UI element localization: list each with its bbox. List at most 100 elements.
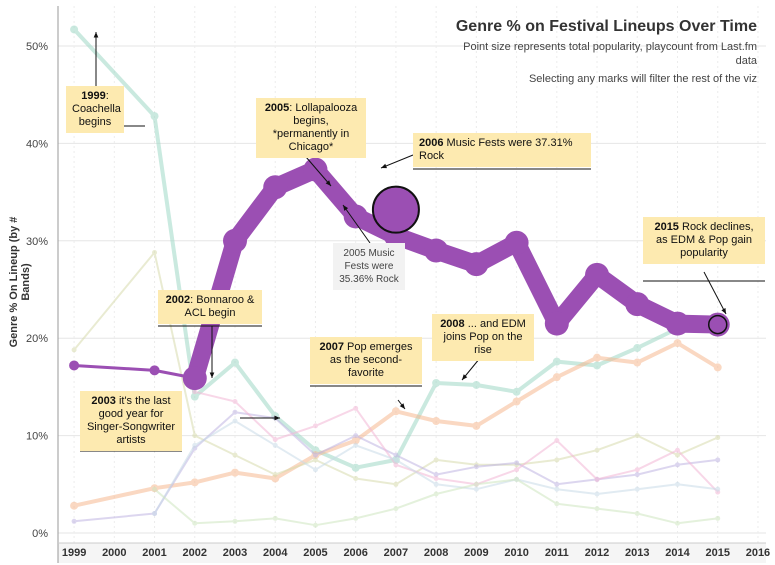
series-point (634, 486, 640, 492)
chart-title: Genre % on Festival Lineups Over Time (455, 18, 757, 35)
series-point (192, 520, 198, 526)
annotation-2007[interactable]: 2007 Pop emerges as the second-favorite (310, 337, 422, 384)
x-axis-band (58, 543, 766, 563)
series-point (554, 457, 560, 463)
leader-arrowhead (93, 32, 99, 38)
series-point (312, 423, 318, 429)
series-point (433, 481, 439, 487)
leader-arrowhead (274, 415, 280, 421)
annotation-2002[interactable]: 2002: Bonnaroo & ACL begin (158, 290, 262, 324)
leader-line (703, 271, 727, 315)
series-point (432, 379, 441, 388)
series-point (192, 433, 198, 439)
series-point (353, 475, 359, 481)
series-point (190, 392, 199, 401)
y-tick-label: 50% (26, 41, 48, 53)
series-point (232, 409, 238, 415)
series-point (433, 472, 439, 478)
series-point (472, 380, 481, 389)
series-point (552, 373, 561, 382)
series-point (353, 442, 359, 448)
series-point (192, 389, 198, 395)
series-point (351, 436, 360, 445)
x-tick-label: 2012 (585, 547, 609, 559)
axes: 0% 10% 20% 30% 40% 50% 1999 2000 2001 2002 2003 200… (26, 6, 770, 563)
leader-arrowhead (209, 372, 215, 378)
series-point (514, 467, 520, 473)
series-point (353, 515, 359, 521)
series-point (675, 452, 680, 458)
rock-point (343, 204, 368, 229)
rock-segment (72, 363, 157, 372)
x-tick-label: 2016 (746, 547, 770, 559)
series-point (593, 361, 602, 370)
leader-arrowhead (381, 163, 387, 169)
series-point (512, 397, 521, 406)
highlight-point (371, 185, 420, 234)
annotation-2005-lollapalooza[interactable]: 2005: Lollapalooza begins, *permanently … (256, 98, 366, 158)
series-point (715, 486, 721, 492)
series-point (70, 501, 79, 510)
series-point (675, 462, 680, 468)
series-point (271, 474, 280, 483)
y-axis-label: Genre % On Lineup (by # Bands) (8, 216, 32, 348)
series-point (634, 467, 640, 473)
rock-point (665, 311, 690, 336)
series-point (472, 421, 481, 430)
series-line-path (74, 411, 718, 523)
leader-arrowhead (343, 205, 349, 211)
series-point (713, 363, 722, 372)
series-point (353, 433, 359, 439)
x-tick-label: 2006 (343, 547, 367, 559)
series-point (231, 468, 239, 477)
annotation-2006-rock[interactable]: 2006 Music Fests were 37.31% Rock (413, 133, 591, 167)
x-tick-label: 2014 (665, 547, 690, 559)
series-point (71, 347, 77, 353)
y-tick-label: 40% (26, 138, 48, 150)
rock-point (625, 292, 650, 317)
series-layer[interactable] (69, 25, 730, 528)
series-point (312, 452, 318, 458)
series-point (554, 481, 560, 487)
series-point (70, 25, 79, 34)
series-point (554, 501, 560, 507)
annotation-2003[interactable]: 2003 it's the last good year for Singer-… (80, 391, 182, 451)
series-point (634, 511, 640, 517)
y-tick-label: 10% (26, 431, 48, 443)
series-point (675, 481, 680, 487)
series-point (232, 518, 238, 524)
series-point (675, 447, 680, 453)
series-point (594, 506, 600, 512)
x-tick-label: 2010 (504, 547, 528, 559)
series-point (393, 457, 399, 463)
series-point (232, 418, 238, 424)
x-tick-label: 2013 (625, 547, 649, 559)
series-point (192, 442, 198, 448)
series-point (232, 452, 238, 458)
annotation-1999[interactable]: 1999: Coachella begins (66, 86, 124, 133)
series-point (514, 476, 520, 482)
leader-arrowhead (399, 403, 405, 409)
rock-point (263, 175, 288, 200)
series-point (593, 353, 602, 362)
y-tick-label: 0% (32, 528, 48, 540)
series-point (552, 357, 561, 366)
annotation-2015[interactable]: 2015 Rock declines, as EDM & Pop gain po… (643, 217, 765, 264)
rock-point (464, 252, 489, 277)
x-tick-label: 2015 (705, 547, 729, 559)
rock-point (223, 228, 247, 253)
x-tick-label: 2011 (545, 547, 569, 559)
series-line-path (73, 341, 719, 508)
x-tick-label: 2007 (384, 547, 408, 559)
series-line-path (194, 390, 719, 493)
series-point (675, 520, 680, 526)
x-tick-label: 2005 (303, 547, 327, 559)
series-point (272, 515, 278, 521)
annotation-2008[interactable]: 2008 ... and EDM joins Pop on the rise (432, 314, 534, 361)
rock-point (544, 311, 569, 336)
series-point (71, 518, 77, 524)
series-point (634, 472, 640, 478)
series-line-path (72, 28, 718, 470)
highlight-point (707, 314, 728, 335)
